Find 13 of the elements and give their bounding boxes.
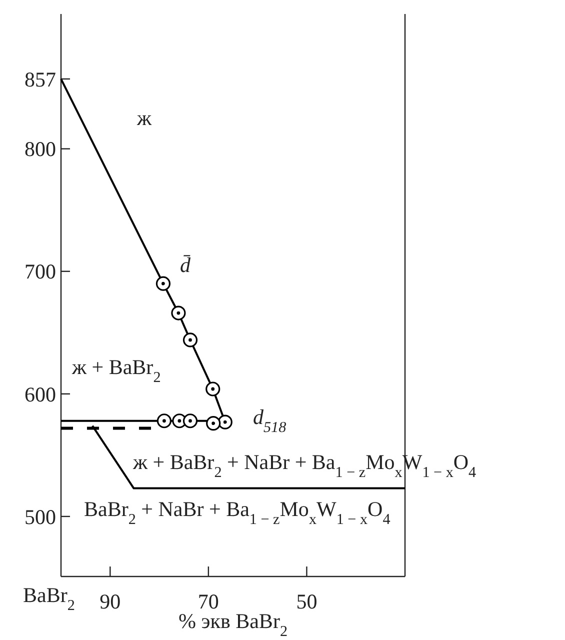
text: BaBr$_{2}$ (23, 583, 75, 614)
x-tick-label: 90 (100, 590, 121, 614)
x-tick-label: 50 (296, 590, 318, 614)
y-tick-label: 800 (24, 137, 56, 162)
text: BaBr$_{2}$ + NaBr + Ba$_{1 − z}$Mo$_{x}$W$_{1 − x}$O$_{4}$ (84, 497, 390, 528)
annotation: ж (136, 106, 152, 130)
annotation: d$_{518}$ (253, 405, 287, 436)
y-tick-label: 500 (24, 504, 56, 529)
annotation: ж + BaBr$_{2}$ (71, 355, 161, 386)
y-tick-label: 857 (24, 67, 56, 92)
annotation: d̄ (180, 253, 192, 277)
y-tick-label: 600 (24, 382, 56, 406)
y-tick-label: 700 (24, 260, 56, 284)
